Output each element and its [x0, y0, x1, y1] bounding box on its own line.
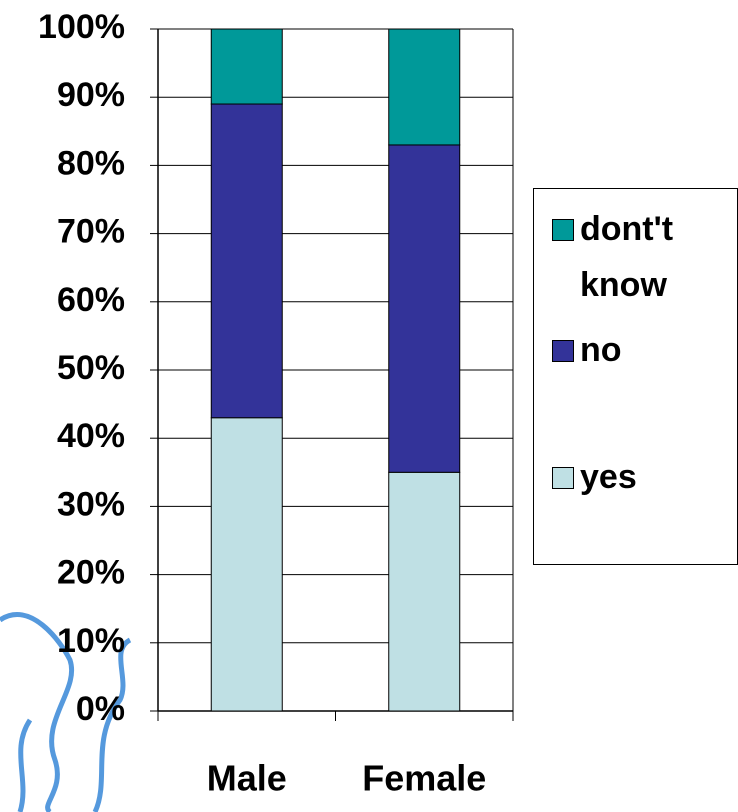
legend-label: no — [580, 331, 622, 369]
legend-entry: dont't know — [552, 210, 732, 313]
legend-entry: yes — [552, 458, 732, 505]
bar-segment — [210, 103, 283, 419]
y-tick-label: 60% — [57, 281, 125, 319]
y-tick-label: 100% — [38, 8, 125, 46]
y-tick-label: 20% — [57, 554, 125, 592]
bar-segment — [388, 144, 461, 473]
x-tick-label: Male — [207, 758, 287, 799]
y-tick-label: 70% — [57, 213, 125, 251]
legend: dont't know no yes — [533, 188, 738, 565]
decoration — [0, 612, 132, 812]
legend-swatch — [552, 467, 574, 489]
y-tick-label: 30% — [57, 485, 125, 523]
y-tick-label: 10% — [57, 622, 125, 660]
legend-entry: no — [552, 331, 732, 378]
legend-label: yes — [580, 458, 637, 496]
y-tick-label: 50% — [57, 349, 125, 387]
bar-segment — [210, 417, 283, 712]
legend-label: dont't know — [580, 210, 674, 304]
bar-segment — [388, 28, 461, 146]
bar-segment — [210, 28, 283, 105]
bar-segment — [388, 471, 461, 712]
legend-swatch — [552, 219, 574, 241]
y-tick-label: 0% — [76, 690, 125, 728]
y-tick-label: 80% — [57, 144, 125, 182]
y-tick-label: 90% — [57, 76, 125, 114]
x-tick-label: Female — [362, 758, 486, 799]
legend-swatch — [552, 340, 574, 362]
y-tick-label: 40% — [57, 417, 125, 455]
